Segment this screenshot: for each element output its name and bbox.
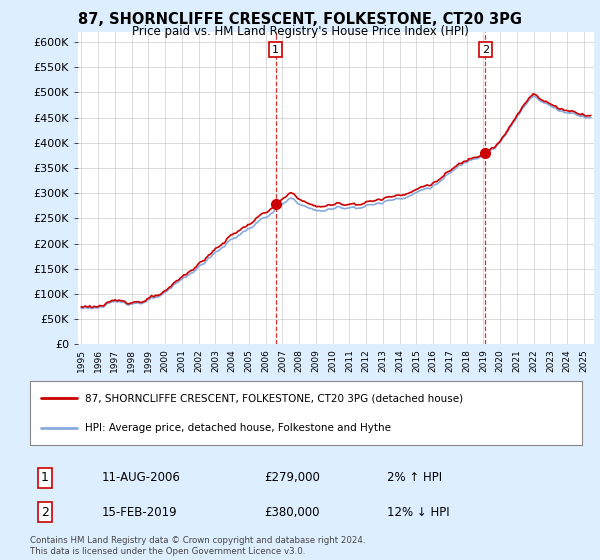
Text: HPI: Average price, detached house, Folkestone and Hythe: HPI: Average price, detached house, Folk… xyxy=(85,423,391,433)
Text: 2: 2 xyxy=(482,45,489,54)
Text: £279,000: £279,000 xyxy=(264,471,320,484)
Text: 12% ↓ HPI: 12% ↓ HPI xyxy=(387,506,449,519)
Text: Contains HM Land Registry data © Crown copyright and database right 2024.
This d: Contains HM Land Registry data © Crown c… xyxy=(30,536,365,556)
Text: 1: 1 xyxy=(272,45,279,54)
Text: 2% ↑ HPI: 2% ↑ HPI xyxy=(387,471,442,484)
Text: 87, SHORNCLIFFE CRESCENT, FOLKESTONE, CT20 3PG: 87, SHORNCLIFFE CRESCENT, FOLKESTONE, CT… xyxy=(78,12,522,27)
Text: Price paid vs. HM Land Registry's House Price Index (HPI): Price paid vs. HM Land Registry's House … xyxy=(131,25,469,38)
Text: 11-AUG-2006: 11-AUG-2006 xyxy=(102,471,181,484)
Text: 2: 2 xyxy=(41,506,49,519)
Text: 87, SHORNCLIFFE CRESCENT, FOLKESTONE, CT20 3PG (detached house): 87, SHORNCLIFFE CRESCENT, FOLKESTONE, CT… xyxy=(85,393,463,403)
Text: 1: 1 xyxy=(41,471,49,484)
Text: 15-FEB-2019: 15-FEB-2019 xyxy=(102,506,178,519)
Text: £380,000: £380,000 xyxy=(264,506,320,519)
